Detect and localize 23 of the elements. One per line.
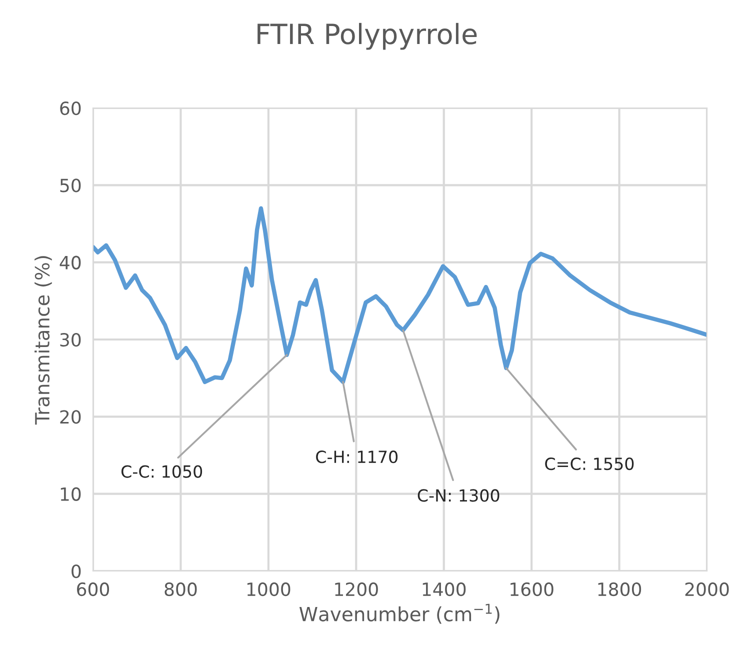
y-tick-label: 40 [60, 256, 81, 270]
y-tick-label: 0 [72, 564, 81, 578]
x-tick-label: 1600 [510, 582, 554, 596]
x-tick-label: 1400 [422, 582, 466, 596]
y-tick-label: 10 [60, 487, 81, 501]
y-tick-label: 30 [60, 332, 81, 347]
x-tick-label: 1800 [598, 582, 642, 596]
annotation: C-N: 1300 [418, 489, 500, 502]
x-axis-title: Wavenumber (cm$^{−1}$) [299, 604, 500, 624]
y-tick-label: 60 [60, 101, 81, 116]
x-tick-label: 1200 [335, 582, 378, 596]
y-axis-title: Transmitance (%) [34, 256, 52, 425]
annotation: C=C: 1550 [545, 458, 634, 470]
x-tick-label: 2000 [685, 582, 729, 596]
x-tick-label: 600 [77, 582, 110, 596]
annotation: C-C: 1050 [121, 465, 202, 478]
annotation: C-H: 1170 [316, 450, 398, 464]
y-tick-label: 50 [60, 178, 81, 192]
x-tick-label: 800 [164, 582, 197, 596]
chart-title: FTIR Polypyrrole [258, 22, 477, 50]
y-tick-label: 20 [60, 410, 81, 424]
x-tick-label: 1000 [247, 582, 290, 596]
line-series [93, 206, 707, 384]
